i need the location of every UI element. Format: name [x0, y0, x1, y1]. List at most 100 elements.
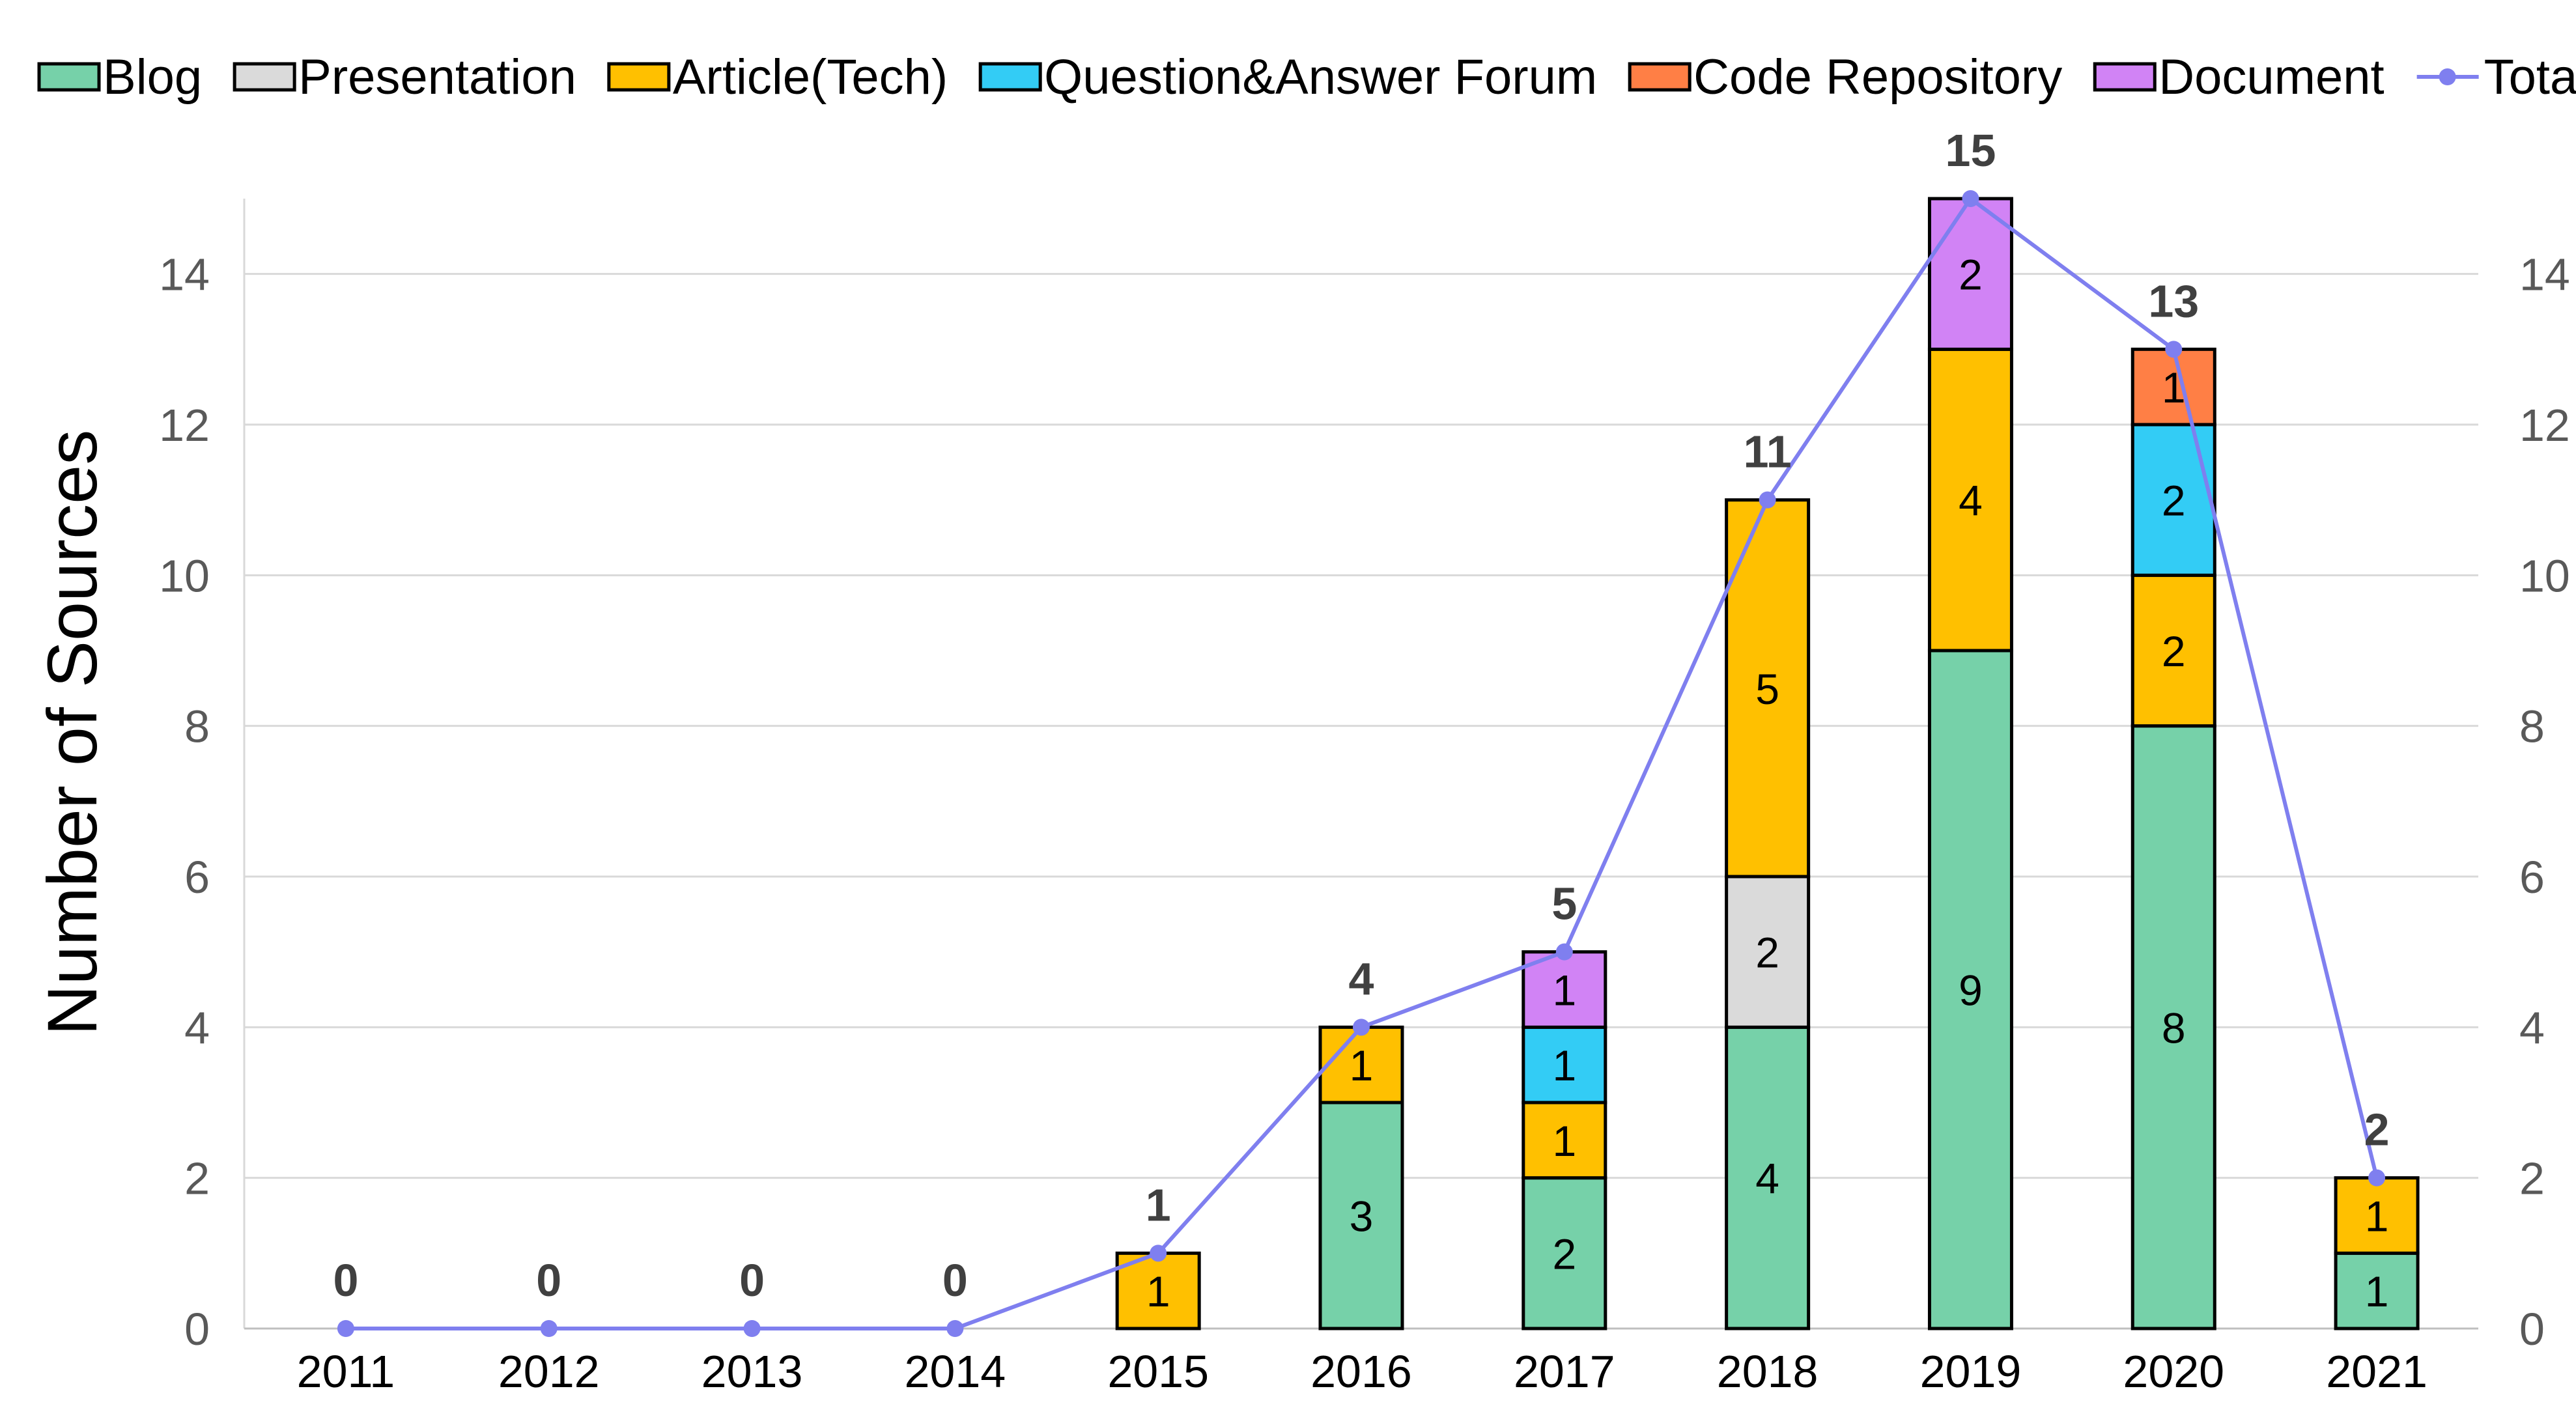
- bar-segment-presentation: [1725, 875, 1811, 1029]
- bar-segment-value-label: 2: [2162, 477, 2186, 525]
- total-value-label: 13: [2148, 275, 2199, 326]
- total-value-label: 0: [536, 1255, 561, 1306]
- bar-segment-value-label: 1: [2365, 1192, 2389, 1241]
- bar-segment-document: [1522, 950, 1607, 1029]
- x-tick-label: 2021: [2326, 1346, 2427, 1397]
- bar-segment-value-label: 4: [1755, 1155, 1779, 1203]
- total-point: [1962, 190, 1979, 207]
- y-tick-label-right: 14: [2519, 249, 2570, 300]
- y-tick-label-left: 0: [184, 1304, 210, 1355]
- total-value-label: 0: [942, 1255, 968, 1306]
- total-point: [946, 1320, 964, 1337]
- x-tick-label: 2017: [1514, 1346, 1615, 1397]
- total-point: [2165, 341, 2183, 358]
- bar-segment-value-label: 2: [2162, 627, 2186, 675]
- legend-label: Presentation: [298, 49, 576, 105]
- legend-line-marker: [2439, 68, 2456, 85]
- total-point: [743, 1320, 761, 1337]
- bar-segment-value-label: 1: [1552, 1117, 1576, 1165]
- y-tick-label-right: 6: [2519, 852, 2545, 903]
- bar-segment-article-tech-: [2334, 1176, 2420, 1255]
- legend: Blog Presentation Article(Tech) Question&An…: [37, 49, 2576, 105]
- legend-label: Question&Answer Forum: [1044, 49, 1597, 105]
- bar-segment-blog: [1927, 649, 2013, 1330]
- bar-segment-question-answer-forum: [1522, 1025, 1607, 1104]
- bar-segment-value-label: 9: [1959, 966, 1983, 1015]
- total-value-label: 4: [1349, 953, 1374, 1004]
- total-point: [1759, 491, 1776, 509]
- bar-segment-value-label: 1: [1350, 1041, 1374, 1090]
- total-line: [337, 190, 2386, 1337]
- bar-segment-blog: [2130, 724, 2216, 1330]
- total-value-label: 2: [2364, 1104, 2390, 1155]
- total-point: [540, 1320, 558, 1337]
- legend-label: Code Repository: [1693, 49, 2062, 105]
- y-tick-label-left: 4: [184, 1002, 210, 1053]
- bar-segment-value-label: 5: [1755, 665, 1779, 713]
- total-value-label: 11: [1744, 427, 1792, 477]
- bar-segment-value-label: 4: [1959, 477, 1983, 525]
- bar-segment-value-label: 2: [1755, 929, 1779, 977]
- x-tick-label: 2016: [1310, 1346, 1412, 1397]
- y-tick-label-right: 0: [2519, 1304, 2545, 1355]
- y-tick-label-right: 2: [2519, 1153, 2545, 1204]
- legend-label: Total: [2484, 49, 2576, 105]
- legend-swatch: [233, 62, 296, 92]
- y-tick-label-left: 6: [184, 852, 210, 903]
- total-point: [1150, 1245, 1167, 1262]
- x-tick-label: 2015: [1107, 1346, 1209, 1397]
- x-tick-label: 2018: [1717, 1346, 1819, 1397]
- y-tick-label-left: 8: [184, 701, 210, 752]
- x-tick-label: 2014: [904, 1346, 1006, 1397]
- y-axis-title: Number of Sources: [33, 430, 111, 1035]
- legend-swatch: [2093, 62, 2157, 92]
- legend-swatch: [978, 62, 1042, 92]
- y-tick-label-left: 12: [159, 400, 210, 451]
- bar-segment-article-tech-: [1115, 1251, 1201, 1330]
- legend-swatch: [1628, 62, 1691, 92]
- total-value-label: 5: [1551, 879, 1577, 929]
- y-tick-label-right: 10: [2519, 550, 2570, 601]
- y-tick-label-left: 14: [159, 249, 210, 300]
- x-tick-label: 2012: [498, 1346, 600, 1397]
- total-value-label: 15: [1946, 125, 1996, 176]
- legend-swatch: [607, 62, 671, 92]
- bar-segment-blog: [1318, 1101, 1404, 1330]
- total-value-label: 0: [739, 1255, 765, 1306]
- bar-segment-value-label: 1: [1146, 1267, 1170, 1315]
- y-tick-label-right: 8: [2519, 701, 2545, 752]
- bar-segment-blog: [2334, 1251, 2420, 1330]
- bar-segment-value-label: 2: [1959, 251, 1983, 299]
- legend-label: Blog: [103, 49, 202, 105]
- bar-segment-value-label: 1: [1552, 966, 1576, 1015]
- bar-segment-value-label: 1: [1552, 1041, 1576, 1090]
- y-tick-label-left: 2: [184, 1153, 210, 1204]
- bar-segment-blog: [1725, 1025, 1811, 1330]
- total-value-label: 1: [1146, 1179, 1171, 1230]
- total-point: [1353, 1019, 1370, 1036]
- x-tick-label: 2019: [1920, 1346, 2022, 1397]
- total-point: [1555, 943, 1573, 961]
- bar-segment-value-label: 3: [1350, 1192, 1374, 1241]
- y-tick-label-right: 4: [2519, 1002, 2545, 1053]
- legend-swatch: [37, 62, 101, 92]
- total-value-label: 0: [333, 1255, 358, 1306]
- x-tick-label: 2013: [701, 1346, 803, 1397]
- legend-label: Document: [2158, 49, 2384, 105]
- total-point: [2368, 1169, 2386, 1187]
- total-point: [337, 1320, 354, 1337]
- y-tick-label-left: 10: [159, 550, 210, 601]
- bar-segment-value-label: 1: [2365, 1267, 2389, 1315]
- y-tick-label-right: 12: [2519, 400, 2570, 451]
- bar-segment-article-tech-: [1522, 1101, 1607, 1180]
- x-tick-label: 2020: [2123, 1346, 2224, 1397]
- bar-segment-value-label: 8: [2162, 1004, 2186, 1052]
- x-tick-label: 2011: [297, 1346, 395, 1397]
- legend-label: Article(Tech): [673, 49, 948, 105]
- bar-segment-value-label: 2: [1552, 1230, 1576, 1278]
